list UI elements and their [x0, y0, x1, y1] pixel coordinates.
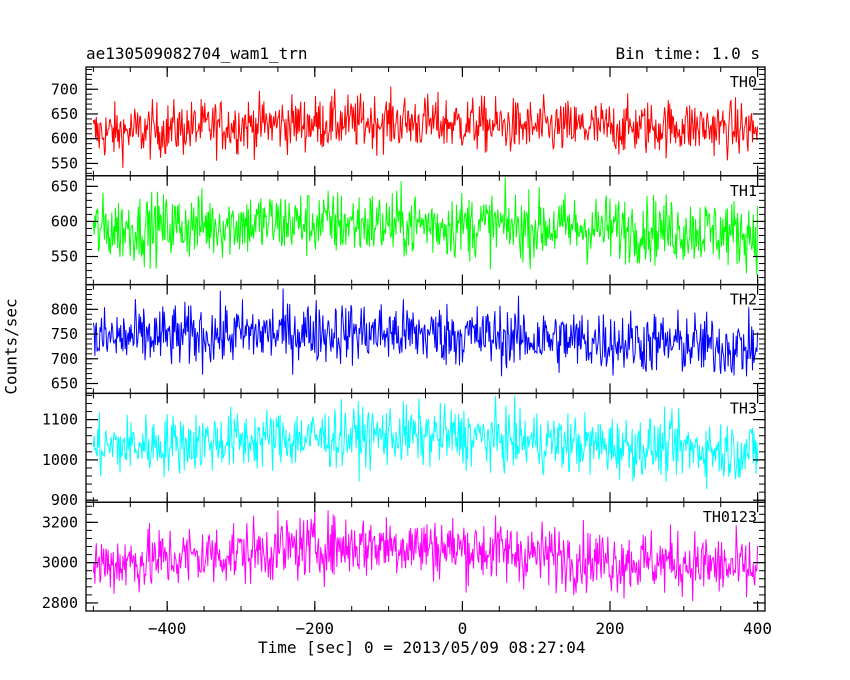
y-tick-label: 650 [51, 105, 78, 123]
y-tick-label: 650 [51, 177, 78, 195]
y-tick-label: 650 [51, 375, 78, 393]
y-tick-label: 3000 [42, 554, 78, 572]
bin-time-label: Bin time: 1.0 s [615, 44, 761, 63]
panel-label-th2: TH2 [730, 291, 757, 309]
y-tick-label: 1000 [42, 451, 78, 469]
x-tick-label: 400 [743, 619, 772, 638]
y-tick-label: 900 [51, 491, 78, 509]
y-tick-label: 600 [51, 130, 78, 148]
x-tick-label: −400 [148, 619, 187, 638]
x-tick-label: −200 [296, 619, 335, 638]
series-line-th0 [92, 86, 759, 168]
panel-label-th0123: TH0123 [703, 508, 757, 526]
series-line-th3 [92, 395, 759, 490]
y-tick-label: 750 [51, 325, 78, 343]
series-line-th2 [92, 288, 759, 377]
y-tick-label: 1100 [42, 411, 78, 429]
y-tick-label: 550 [51, 154, 78, 172]
y-tick-label: 800 [51, 300, 78, 318]
panel-label-th0: TH0 [730, 73, 757, 91]
panel-label-th3: TH3 [730, 399, 757, 417]
series-line-th1 [92, 177, 759, 276]
y-tick-label: 550 [51, 248, 78, 266]
chart-title: ae130509082704_wam1_trn [86, 44, 308, 63]
panel-label-th1: TH1 [730, 182, 757, 200]
series-line-th0123 [92, 509, 759, 602]
x-tick-label: 200 [596, 619, 625, 638]
x-tick-label: 0 [458, 619, 468, 638]
x-axis-label: Time [sec] 0 = 2013/05/09 08:27:04 [258, 638, 586, 657]
y-tick-label: 600 [51, 212, 78, 230]
y-tick-label: 3200 [42, 513, 78, 531]
y-tick-label: 2800 [42, 594, 78, 612]
y-tick-label: 700 [51, 80, 78, 98]
y-tick-label: 700 [51, 350, 78, 368]
